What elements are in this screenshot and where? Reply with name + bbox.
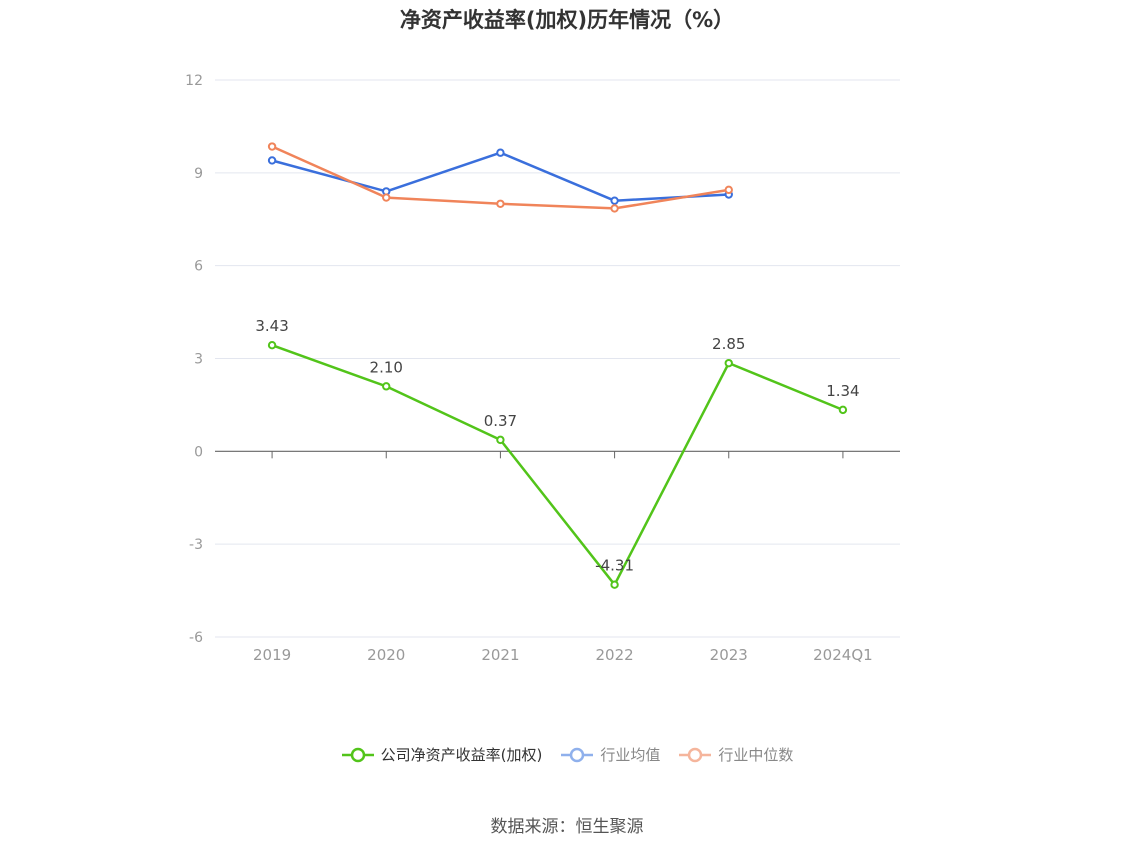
legend-item-company[interactable]: 公司净资产收益率(加权)	[341, 744, 543, 765]
legend-item-avg[interactable]: 行业均值	[560, 744, 660, 765]
legend-label-median: 行业中位数	[718, 746, 794, 764]
data-point[interactable]	[382, 382, 391, 391]
legend-label-company: 公司净资产收益率(加权)	[380, 746, 543, 764]
series-layer	[267, 142, 848, 589]
x-tick-label: 2020	[367, 646, 405, 664]
x-tick-label: 2023	[710, 646, 748, 664]
data-point[interactable]	[838, 405, 848, 415]
data-point[interactable]	[267, 340, 277, 350]
data-label: 0.37	[484, 412, 517, 430]
series-line-0	[271, 344, 844, 586]
legend-marker-company	[341, 747, 374, 762]
data-point[interactable]	[610, 204, 619, 213]
x-tick-label: 2019	[253, 646, 291, 664]
data-point[interactable]	[382, 193, 391, 202]
data-point[interactable]	[724, 185, 733, 195]
chart-legend: 公司净资产收益率(加权) 行业均值 行业中位数	[0, 744, 1134, 765]
y-tick-label: 9	[194, 166, 203, 182]
x-tick-label: 2021	[481, 646, 519, 664]
legend-marker-median	[679, 747, 712, 762]
data-label: 2.85	[712, 335, 745, 353]
y-tick-label: 0	[194, 444, 203, 460]
data-point[interactable]	[267, 156, 277, 165]
data-point[interactable]	[496, 148, 505, 157]
data-point[interactable]	[496, 199, 505, 208]
data-point[interactable]	[610, 196, 619, 205]
data-label: 3.43	[255, 317, 288, 335]
data-point[interactable]	[724, 358, 733, 368]
legend-label-avg: 行业均值	[600, 746, 661, 764]
label-layer: 3.43 2.10 0.37 -4.31 2.85 1.34	[255, 317, 859, 575]
data-point[interactable]	[496, 435, 505, 445]
legend-marker-avg	[561, 747, 594, 762]
data-point[interactable]	[610, 580, 619, 589]
legend-item-median[interactable]: 行业中位数	[678, 744, 793, 765]
x-tick-label: 2022	[595, 646, 633, 664]
grid-layer	[215, 79, 900, 638]
data-point[interactable]	[267, 142, 277, 151]
data-label: 1.34	[826, 382, 859, 400]
data-label: -4.31	[595, 557, 634, 575]
y-tick-label: -6	[189, 630, 203, 646]
axis-layer: -6 -3 0 3 6 9 12 2019 2020 2021 2022 2023 2024Q1	[185, 73, 900, 664]
chart-canvas: -6 -3 0 3 6 9 12 2019 2020 2021 2022 2023 2024Q1 3.4…	[185, 73, 900, 664]
y-tick-label: 3	[194, 352, 203, 368]
data-label: 2.10	[370, 358, 403, 376]
y-tick-label: 6	[194, 259, 203, 275]
data-source: 数据来源：恒生聚源	[490, 817, 644, 837]
chart-title: 净资产收益率(加权)历年情况（%）	[399, 8, 735, 32]
y-tick-label: -3	[189, 537, 203, 553]
y-tick-label: 12	[185, 73, 203, 89]
x-tick-label: 2024Q1	[813, 646, 873, 664]
